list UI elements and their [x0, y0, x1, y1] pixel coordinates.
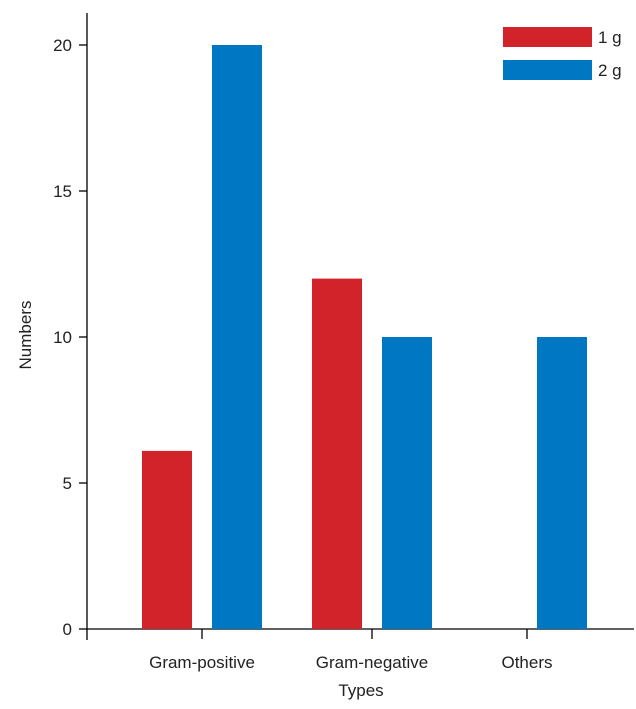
bar-1-0 [142, 450, 192, 629]
x-axis-title: Types [338, 681, 383, 700]
y-axis-title: Numbers [16, 301, 35, 370]
y-tick-label-0: 0 [63, 620, 72, 639]
legend: 1 g 2 g [503, 27, 622, 80]
y-tick-label-4: 20 [53, 36, 72, 55]
y-axis-ticks: 0 5 10 15 20 [53, 36, 87, 639]
x-tick-label-2: Others [501, 653, 552, 672]
bar-series-group [142, 45, 587, 629]
x-tick-label-1: Gram-negative [316, 653, 428, 672]
legend-swatch-2 [503, 60, 592, 80]
legend-swatch-1 [503, 27, 592, 47]
bar-2-2 [537, 337, 587, 629]
bar-2-1 [382, 337, 432, 629]
y-tick-label-1: 5 [63, 474, 72, 493]
bar-1-1 [312, 278, 362, 629]
x-tick-label-0: Gram-positive [149, 653, 255, 672]
legend-label-2: 2 g [598, 61, 622, 80]
y-tick-label-2: 10 [53, 328, 72, 347]
x-axis-ticks: Gram-positive Gram-negative Others [149, 629, 553, 672]
bar-2-0 [212, 45, 262, 629]
legend-label-1: 1 g [598, 28, 622, 47]
y-tick-label-3: 15 [53, 182, 72, 201]
